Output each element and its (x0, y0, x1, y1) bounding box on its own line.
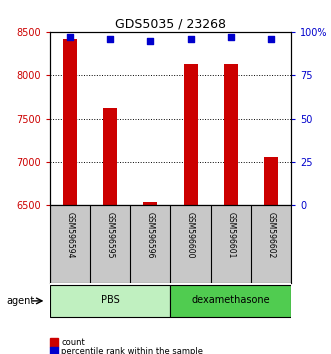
Bar (184, 64, 198, 205)
Text: percentile rank within the sample: percentile rank within the sample (61, 347, 203, 354)
Text: PBS: PBS (101, 295, 119, 305)
Point (107, 36, 113, 42)
Point (188, 36, 193, 42)
Bar (224, 64, 238, 205)
Bar (63, 39, 77, 205)
Text: GSM596595: GSM596595 (106, 212, 115, 258)
Point (67, 34, 72, 40)
Point (268, 36, 274, 42)
Text: GSM596602: GSM596602 (267, 212, 276, 258)
Bar (50, 285, 170, 317)
Text: GSM596596: GSM596596 (146, 212, 155, 258)
Bar (170, 285, 291, 317)
Bar (143, 202, 157, 205)
Title: GDS5035 / 23268: GDS5035 / 23268 (115, 18, 226, 31)
Text: GSM596600: GSM596600 (186, 212, 195, 258)
Point (148, 38, 153, 44)
Text: GSM596594: GSM596594 (65, 212, 74, 258)
Text: count: count (61, 338, 85, 347)
Text: dexamethasone: dexamethasone (192, 295, 270, 305)
Point (228, 34, 234, 40)
Bar (103, 108, 117, 205)
Text: GSM596601: GSM596601 (226, 212, 235, 258)
Text: agent: agent (7, 296, 35, 306)
Bar (264, 157, 278, 205)
